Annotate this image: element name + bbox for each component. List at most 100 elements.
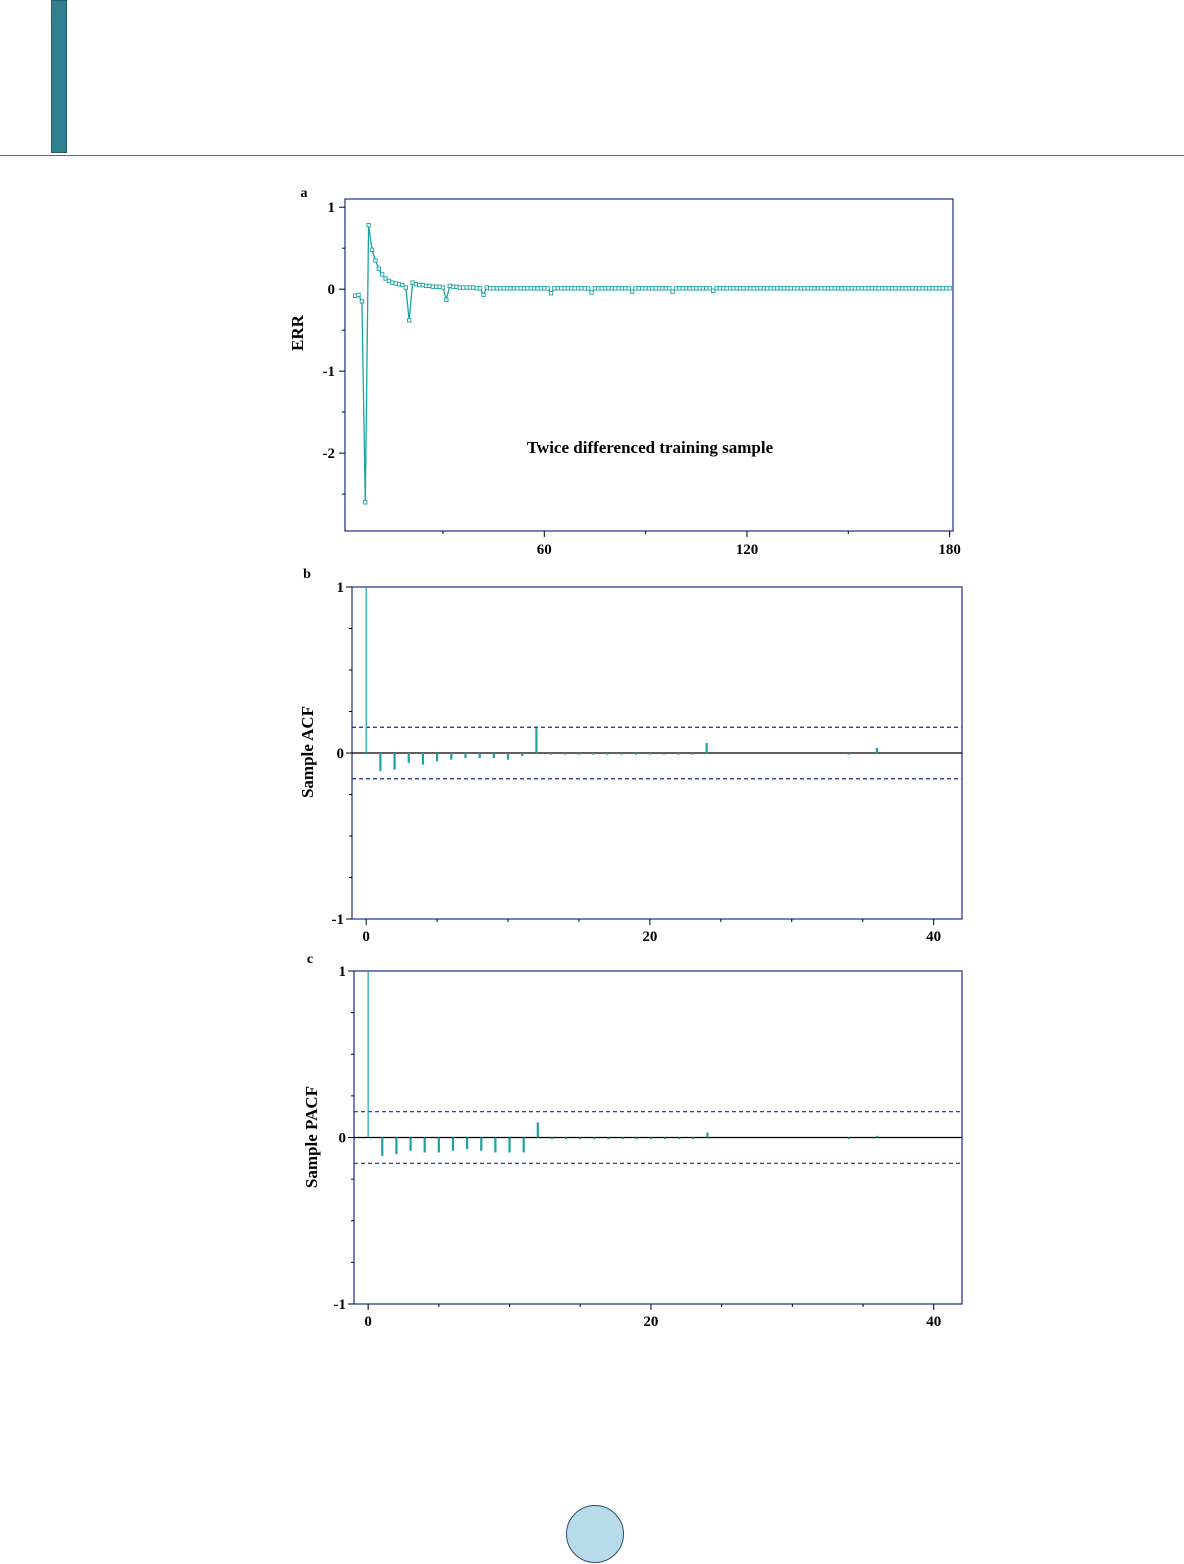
header-accent-bar <box>51 0 67 153</box>
x-tick-label: 20 <box>642 929 657 945</box>
data-point <box>477 286 483 291</box>
x-tick-label: 0 <box>362 929 370 945</box>
data-point <box>771 286 777 291</box>
y-axis-title: Sample PACF <box>302 1086 321 1188</box>
data-point <box>369 247 375 252</box>
data-point <box>599 286 604 291</box>
data-point <box>619 286 625 291</box>
data-point <box>383 276 388 281</box>
data-point <box>704 286 709 291</box>
data-point <box>420 282 425 288</box>
data-point <box>859 286 864 291</box>
data-point <box>738 286 743 291</box>
data-point <box>467 285 473 290</box>
data-point <box>832 286 837 291</box>
y-axis-title: Sample ACF <box>298 706 317 798</box>
data-point <box>380 272 385 277</box>
panel-letter: a <box>301 186 308 201</box>
data-point <box>515 286 520 291</box>
data-point <box>393 281 398 286</box>
data-point <box>444 297 449 302</box>
data-point <box>707 286 712 291</box>
data-point <box>413 282 419 287</box>
data-point <box>636 286 642 291</box>
data-point <box>582 286 587 291</box>
data-point <box>876 286 881 291</box>
data-point <box>616 286 621 291</box>
panel-a: a 1 0 -1 -2 60 120 180 ERR Twice differenced trai… <box>288 186 961 558</box>
data-point <box>680 286 685 291</box>
data-point <box>650 286 655 291</box>
data-point <box>886 286 891 291</box>
data-point <box>792 286 797 291</box>
data-point <box>481 292 486 298</box>
data-point <box>545 286 550 291</box>
data-point <box>447 283 452 289</box>
annotation: Twice differenced training sample <box>527 438 774 457</box>
data-point <box>407 318 412 323</box>
data-point <box>488 286 493 291</box>
data-point <box>396 282 402 287</box>
data-point <box>538 286 544 291</box>
data-point <box>913 286 918 291</box>
data-point <box>484 285 490 290</box>
data-point <box>775 286 780 291</box>
data-point <box>714 286 719 291</box>
data-point <box>454 284 459 289</box>
data-point <box>521 286 527 291</box>
y-tick-label: 1 <box>328 200 336 216</box>
plot-frame <box>344 198 954 532</box>
data-point <box>609 286 614 291</box>
data-point <box>457 285 462 290</box>
data-point <box>417 282 422 288</box>
data-point <box>363 500 368 505</box>
data-point <box>423 283 429 289</box>
data-point <box>575 286 581 291</box>
data-point <box>535 286 540 291</box>
data-point <box>508 286 513 291</box>
data-point <box>700 286 706 291</box>
x-tick-label: 40 <box>926 1314 941 1330</box>
data-point <box>677 286 682 291</box>
data-point <box>717 286 723 291</box>
data-point <box>626 286 631 291</box>
data-point <box>403 285 408 290</box>
y-tick-label: -1 <box>332 912 345 928</box>
data-point <box>798 286 804 291</box>
data-point <box>528 286 533 291</box>
data-point <box>849 286 854 291</box>
data-point <box>856 286 861 291</box>
data-point <box>559 286 564 291</box>
data-point <box>883 286 888 291</box>
data-point <box>504 286 510 291</box>
data-point <box>356 292 361 298</box>
data-point <box>812 286 817 291</box>
data-point <box>721 286 726 291</box>
data-point <box>640 286 645 291</box>
data-point <box>933 286 939 291</box>
data-point <box>829 286 834 291</box>
data-point <box>440 285 446 290</box>
data-point <box>923 286 929 291</box>
data-point <box>434 284 439 289</box>
data-point <box>518 286 523 291</box>
y-tick-label: 0 <box>328 282 336 298</box>
panel-c: c 1 0 -1 0 20 40 Sample PACF <box>302 952 963 1330</box>
panel-b: b 1 0 -1 0 20 40 Sample ACF <box>298 567 963 945</box>
data-point <box>427 283 432 289</box>
data-point <box>572 286 577 291</box>
data-point <box>673 286 679 291</box>
data-point <box>900 286 905 291</box>
y-tick-label: 0 <box>337 746 345 762</box>
data-point <box>734 286 739 291</box>
data-point <box>890 286 895 291</box>
data-point <box>569 286 574 291</box>
data-point <box>822 286 827 291</box>
data-point <box>937 286 942 291</box>
x-tick-label: 0 <box>364 1314 372 1330</box>
y-tick-label: 1 <box>337 580 345 596</box>
data-point <box>596 286 601 291</box>
data-point <box>873 286 878 291</box>
data-point <box>579 286 584 291</box>
header-rule <box>0 155 1184 156</box>
